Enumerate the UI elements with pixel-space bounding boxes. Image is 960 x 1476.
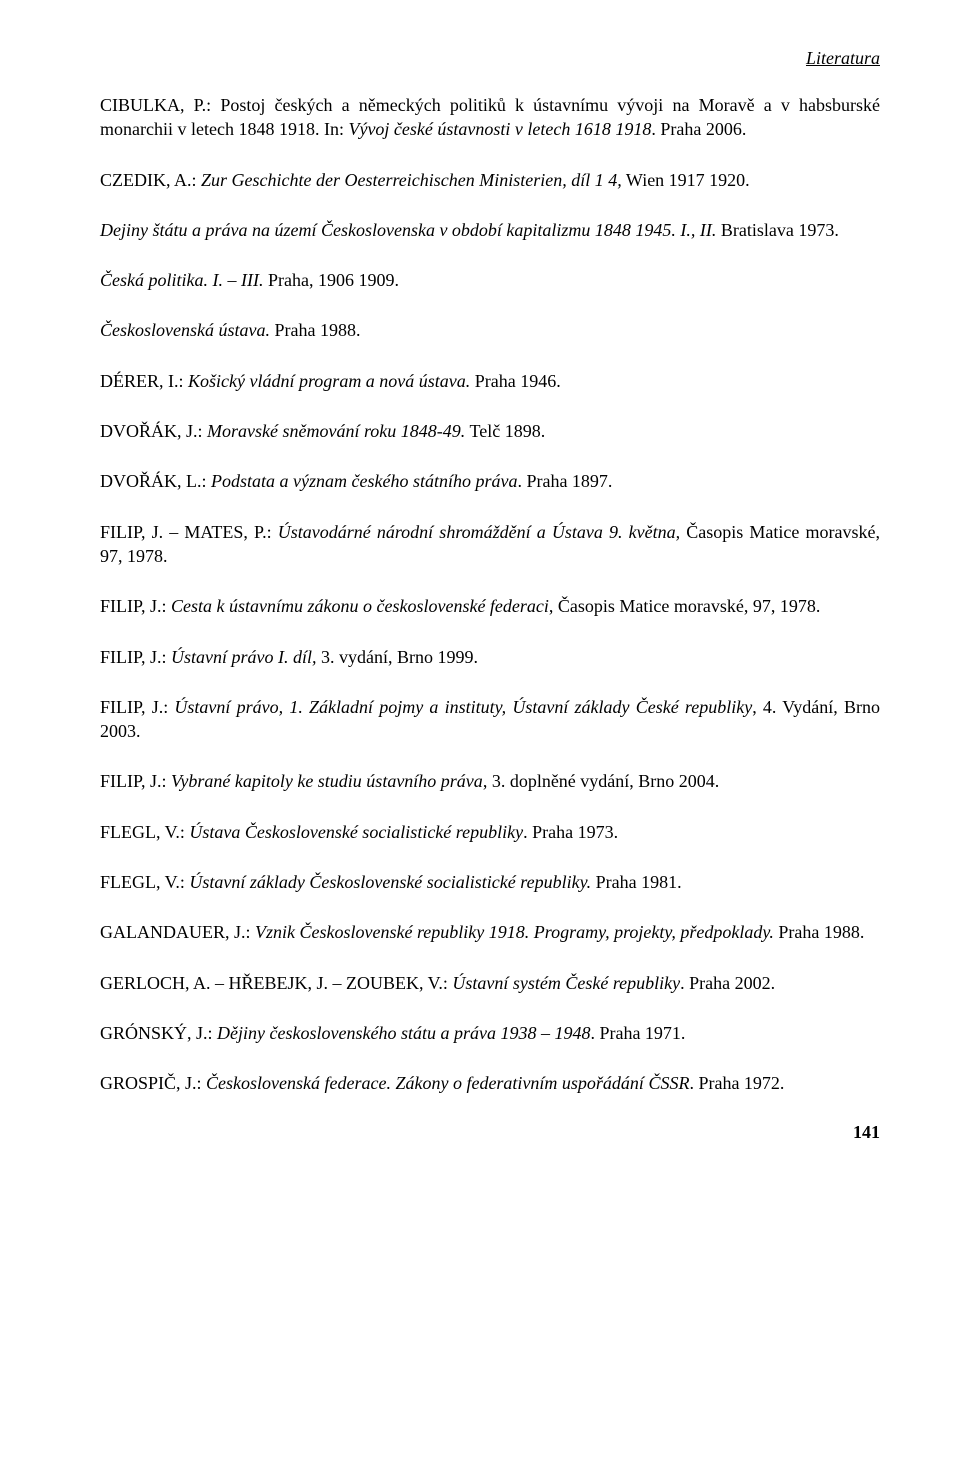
bibliography-entry: GALANDAUER, J.: Vznik Československé rep… (100, 920, 880, 944)
bibliography-entry: FLEGL, V.: Ústavní základy Československ… (100, 870, 880, 894)
bibliography-entry: FILIP, J.: Ústavní právo, 1. Základní po… (100, 695, 880, 744)
bibliography-entry: FILIP, J.: Cesta k ústavnímu zákonu o če… (100, 594, 880, 618)
bibliography-entry: GERLOCH, A. – HŘEBEJK, J. – ZOUBEK, V.: … (100, 971, 880, 995)
bibliography-list: CIBULKA, P.: Postoj českých a německých … (100, 93, 880, 1096)
bibliography-entry: DVOŘÁK, L.: Podstata a význam českého st… (100, 469, 880, 493)
bibliography-entry: GROSPIČ, J.: Československá federace. Zá… (100, 1071, 880, 1095)
bibliography-entry: Česká politika. I. – III. Praha, 1906 19… (100, 268, 880, 292)
bibliography-entry: FLEGL, V.: Ústava Československé sociali… (100, 820, 880, 844)
bibliography-entry: CIBULKA, P.: Postoj českých a německých … (100, 93, 880, 142)
section-header: Literatura (100, 48, 880, 69)
bibliography-entry: Dejiny štátu a práva na území Českoslove… (100, 218, 880, 242)
bibliography-entry: GRÓNSKÝ, J.: Dějiny československého stá… (100, 1021, 880, 1045)
bibliography-entry: FILIP, J. – MATES, P.: Ústavodárné národ… (100, 520, 880, 569)
page-number: 141 (100, 1122, 880, 1143)
bibliography-entry: CZEDIK, A.: Zur Geschichte der Oesterrei… (100, 168, 880, 192)
bibliography-entry: FILIP, J.: Ústavní právo I. díl, 3. vydá… (100, 645, 880, 669)
bibliography-entry: FILIP, J.: Vybrané kapitoly ke studiu ús… (100, 769, 880, 793)
document-page: Literatura CIBULKA, P.: Postoj českých a… (0, 0, 960, 1171)
bibliography-entry: DÉRER, I.: Košický vládní program a nová… (100, 369, 880, 393)
bibliography-entry: Československá ústava. Praha 1988. (100, 318, 880, 342)
bibliography-entry: DVOŘÁK, J.: Moravské sněmování roku 1848… (100, 419, 880, 443)
